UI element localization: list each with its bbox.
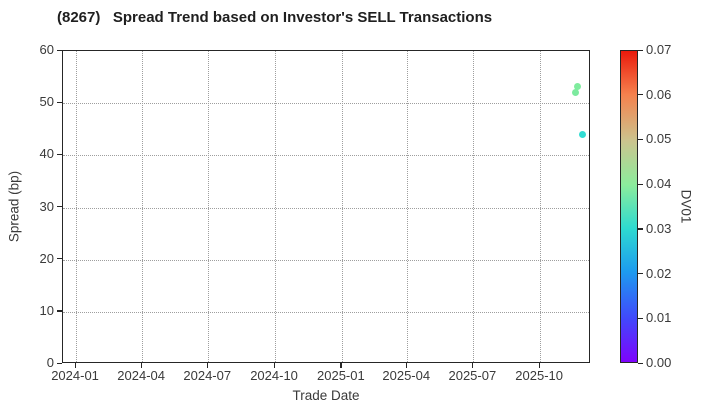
gridline-x: [142, 51, 144, 362]
gridline-x: [275, 51, 277, 362]
colorbar-tick-label: 0.03: [646, 220, 672, 236]
y-tick-label: 60: [39, 42, 54, 57]
plot-area: [62, 50, 590, 363]
chart-title: (8267) Spread Trend based on Investor's …: [57, 9, 493, 26]
y-tick-label: 40: [39, 146, 54, 162]
y-tick: [57, 258, 62, 260]
y-tick-label: 50: [39, 94, 54, 110]
x-tick-label: 2025-01: [317, 368, 365, 383]
x-tick: [340, 363, 342, 368]
colorbar-tick: [638, 273, 643, 275]
x-tick: [273, 363, 275, 368]
x-tick: [471, 363, 474, 368]
gridline-x: [473, 51, 475, 362]
colorbar-tick: [638, 228, 643, 230]
colorbar-tick-label: 0.00: [646, 355, 672, 370]
x-tick-label: 2025-07: [448, 368, 497, 383]
gridline-y: [63, 155, 589, 157]
gridline-x: [76, 51, 78, 362]
colorbar-tick-label: 0.02: [646, 265, 672, 281]
data-point: [578, 130, 586, 138]
x-tick: [74, 363, 76, 368]
x-tick: [538, 363, 540, 368]
x-tick: [405, 363, 407, 368]
colorbar-tick-label: 0.06: [646, 86, 672, 102]
colorbar-tick-label: 0.04: [646, 176, 672, 192]
gridline-y: [63, 103, 589, 105]
x-tick: [206, 363, 208, 368]
gridline-y: [63, 311, 589, 313]
colorbar-tick: [638, 317, 643, 319]
x-tick: [140, 363, 142, 368]
x-axis-label: Trade Date: [292, 388, 360, 403]
y-tick-label: 10: [39, 302, 54, 318]
y-tick-label: 20: [39, 250, 54, 266]
colorbar-tick-label: 0.01: [646, 310, 672, 326]
gridline-x: [341, 51, 343, 362]
gridline-y: [63, 207, 589, 209]
x-tick-label: 2024-10: [250, 368, 298, 383]
y-tick: [57, 206, 62, 208]
data-point: [573, 83, 581, 91]
x-tick-label: 2025-04: [382, 368, 431, 383]
colorbar-tick: [638, 183, 643, 185]
y-tick: [57, 362, 62, 364]
gridline-y: [63, 259, 589, 261]
x-tick-label: 2024-01: [51, 368, 99, 383]
colorbar-tick: [638, 49, 643, 51]
y-tick-label: 0: [46, 355, 54, 370]
y-tick: [57, 101, 62, 103]
colorbar-tick-label: 0.07: [646, 42, 672, 57]
gridline-x: [407, 51, 409, 362]
x-tick-label: 2024-07: [183, 368, 232, 383]
colorbar-tick: [638, 94, 643, 96]
colorbar-tick-label: 0.05: [646, 131, 672, 147]
x-tick-label: 2025-10: [515, 368, 564, 383]
gridline-x: [208, 51, 210, 362]
y-tick: [57, 153, 62, 156]
y-tick-label: 30: [39, 198, 54, 214]
data-point: [572, 88, 580, 96]
x-tick-label: 2024-04: [117, 368, 166, 383]
colorbar-tick: [638, 138, 643, 141]
colorbar-tick: [638, 362, 643, 364]
colorbar-gradient: [620, 50, 638, 363]
gridline-x: [540, 51, 542, 362]
y-tick: [57, 49, 62, 51]
y-tick: [57, 310, 62, 312]
